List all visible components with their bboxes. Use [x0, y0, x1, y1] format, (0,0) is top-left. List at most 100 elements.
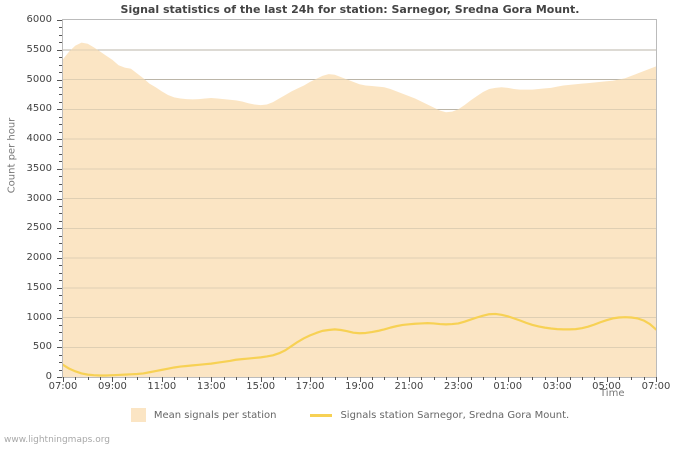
axis-tick-mark [162, 377, 163, 382]
axis-tick-mark [211, 377, 212, 382]
plot-area [62, 19, 657, 378]
axis-tick-mark [57, 139, 62, 140]
axis-tick-mark [594, 377, 595, 380]
axis-tick-mark [372, 377, 373, 380]
axis-tick-mark [59, 57, 62, 58]
legend-label-mean: Mean signals per station [153, 409, 277, 421]
axis-tick-mark [557, 377, 558, 382]
y-tick-label: 6000 [26, 14, 52, 25]
axis-tick-mark [59, 325, 62, 326]
y-tick-label: 1000 [26, 311, 52, 323]
axis-tick-mark [174, 377, 175, 380]
axis-tick-mark [520, 377, 521, 380]
axis-tick-mark [335, 377, 336, 380]
axis-tick-mark [644, 377, 645, 380]
axis-tick-mark [656, 377, 657, 382]
axis-tick-mark [59, 27, 62, 28]
axis-tick-mark [59, 295, 62, 296]
plot-svg [63, 42, 656, 377]
axis-tick-mark [57, 109, 62, 110]
axis-tick-mark [59, 273, 62, 274]
axis-tick-mark [59, 355, 62, 356]
axis-tick-mark [631, 377, 632, 380]
axis-tick-mark [59, 184, 62, 185]
axis-tick-mark [59, 87, 62, 88]
axis-tick-mark [57, 80, 62, 81]
axis-tick-mark [57, 318, 62, 319]
x-tick-label: 17:00 [295, 381, 325, 392]
x-tick-label: 09:00 [97, 381, 127, 392]
axis-tick-mark [57, 377, 62, 378]
axis-tick-mark [495, 377, 496, 380]
legend-item-mean[interactable]: Mean signals per station [130, 408, 277, 422]
axis-tick-mark [59, 221, 62, 222]
axis-tick-mark [57, 199, 62, 200]
axis-tick-mark [112, 377, 113, 382]
axis-tick-mark [88, 377, 89, 380]
chart-legend: Mean signals per station Signals station… [0, 408, 700, 422]
axis-tick-mark [532, 377, 533, 380]
legend-item-station[interactable]: Signals station Sarnegor, Sredna Gora Mo… [310, 410, 569, 421]
x-tick-label: 19:00 [345, 381, 374, 392]
axis-tick-mark [57, 258, 62, 259]
axis-tick-mark [137, 377, 138, 380]
axis-tick-mark [483, 377, 484, 380]
axis-tick-mark [59, 265, 62, 266]
axis-tick-mark [59, 280, 62, 281]
axis-tick-mark [63, 377, 64, 382]
axis-tick-mark [199, 377, 200, 380]
y-tick-label: 1500 [26, 281, 52, 293]
x-tick-label: 13:00 [196, 381, 226, 392]
axis-tick-mark [59, 102, 62, 103]
axis-tick-mark [224, 377, 225, 380]
axis-tick-mark [458, 377, 459, 382]
axis-tick-mark [149, 377, 150, 380]
x-tick-label: 21:00 [394, 381, 424, 392]
axis-tick-mark [434, 377, 435, 380]
axis-tick-mark [310, 377, 311, 382]
axis-tick-mark [570, 377, 571, 380]
x-tick-label: 07:00 [48, 381, 78, 392]
y-tick-label: 2500 [26, 222, 52, 234]
axis-tick-mark [59, 213, 62, 214]
axis-tick-mark [57, 169, 62, 170]
axis-tick-mark [59, 251, 62, 252]
axis-tick-mark [57, 347, 62, 348]
axis-tick-mark [397, 377, 398, 380]
footer-attribution: www.lightningmaps.org [4, 435, 110, 445]
y-tick-label: 3500 [26, 162, 52, 174]
axis-tick-mark [59, 370, 62, 371]
axis-tick-mark [508, 377, 509, 382]
axis-tick-mark [59, 332, 62, 333]
axis-tick-mark [59, 154, 62, 155]
axis-tick-mark [545, 377, 546, 380]
chart-title: Signal statistics of the last 24h for st… [120, 3, 580, 16]
y-tick-label: 500 [32, 341, 52, 353]
axis-tick-mark [273, 377, 274, 380]
axis-tick-mark [285, 377, 286, 380]
axis-tick-mark [187, 377, 188, 380]
axis-tick-mark [59, 65, 62, 66]
axis-tick-mark [59, 161, 62, 162]
axis-tick-mark [100, 377, 101, 380]
axis-tick-mark [59, 236, 62, 237]
axis-tick-mark [59, 94, 62, 95]
axis-tick-mark [59, 206, 62, 207]
axis-tick-mark [619, 377, 620, 380]
axis-tick-mark [59, 132, 62, 133]
axis-tick-mark [471, 377, 472, 380]
axis-tick-mark [57, 288, 62, 289]
axis-tick-mark [57, 50, 62, 51]
y-tick-label: 0 [45, 371, 52, 382]
axis-tick-mark [360, 377, 361, 382]
y-tick-label: 3000 [26, 192, 52, 204]
axis-tick-mark [59, 176, 62, 177]
x-axis-label: Time [600, 388, 625, 399]
y-tick-label: 2000 [26, 252, 52, 263]
axis-tick-mark [59, 117, 62, 118]
axis-tick-mark [59, 35, 62, 36]
y-tick-label: 4000 [26, 133, 52, 144]
x-tick-label: 11:00 [147, 381, 177, 392]
x-tick-label: 15:00 [246, 381, 276, 392]
